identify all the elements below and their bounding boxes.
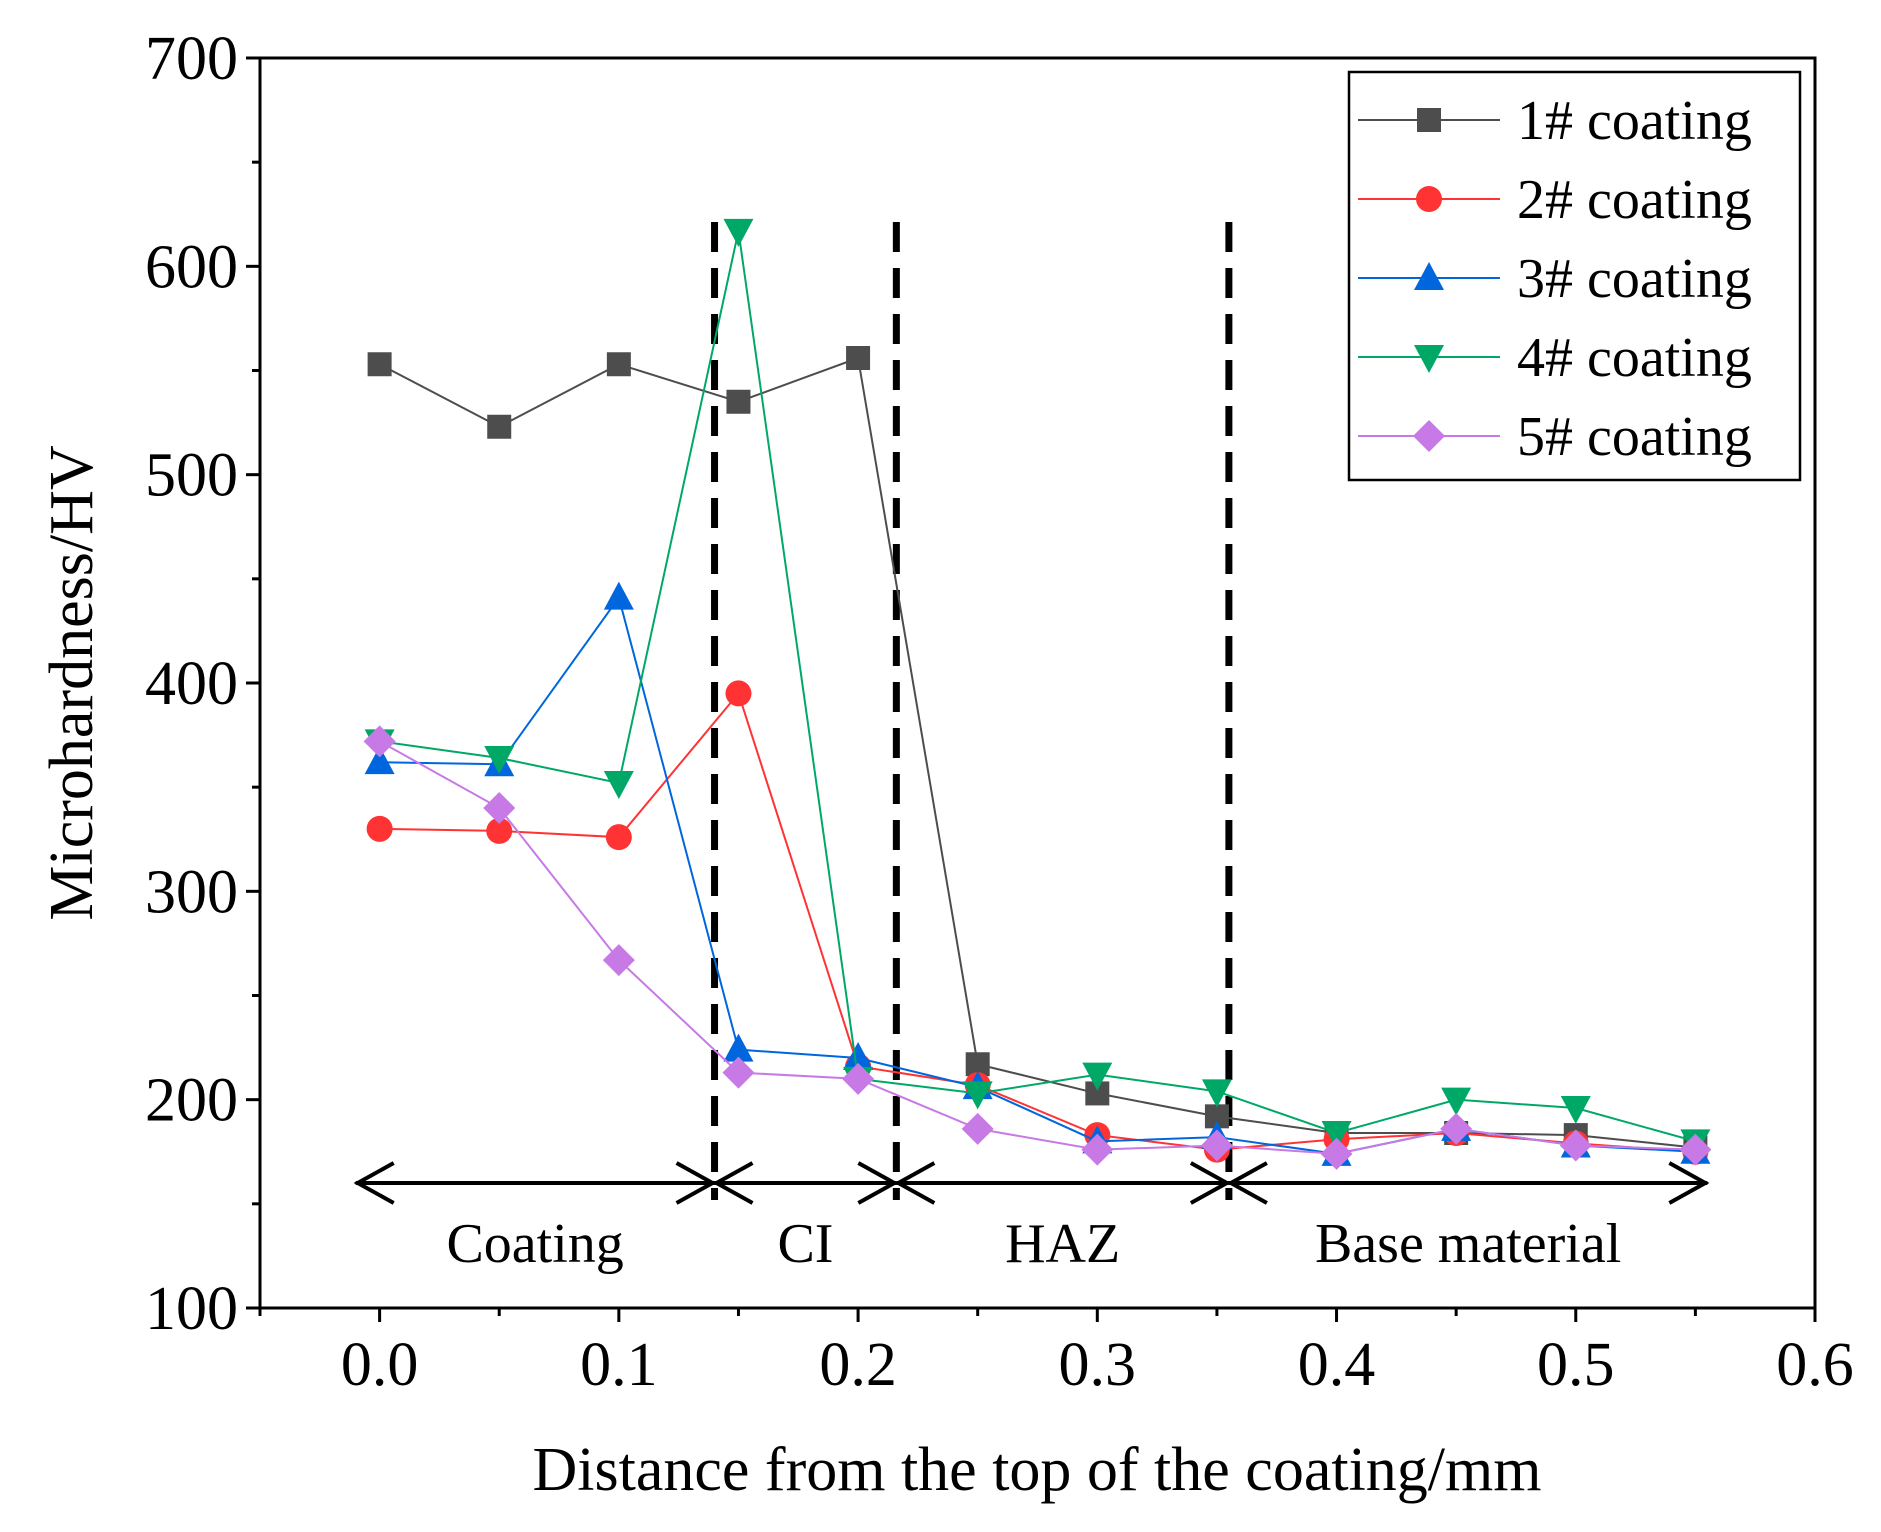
y-tick-label: 300 — [145, 858, 238, 926]
x-tick-label: 0.3 — [1059, 1331, 1137, 1399]
data-point — [1321, 1121, 1352, 1149]
y-tick-label: 700 — [145, 25, 238, 93]
data-point — [483, 792, 516, 824]
y-tick-label: 200 — [145, 1067, 238, 1135]
legend-label: 5# coating — [1517, 406, 1752, 468]
data-point — [846, 346, 871, 370]
y-axis-title: Microhardness/HV — [38, 445, 106, 920]
data-point — [961, 1112, 994, 1145]
series-2 — [366, 680, 1709, 1165]
y-tick-label: 600 — [145, 233, 238, 301]
data-point — [367, 352, 392, 377]
y-tick-label: 100 — [145, 1275, 238, 1343]
data-point — [1200, 1129, 1233, 1162]
series-5 — [363, 725, 1712, 1170]
data-point — [723, 1033, 754, 1062]
region-arrow: Base material — [1226, 1161, 1710, 1275]
x-tick-label: 0.1 — [580, 1331, 658, 1399]
legend-item-1: 1# coating — [1358, 90, 1752, 152]
region-arrow: Coating — [353, 1161, 717, 1275]
data-point — [606, 352, 631, 377]
series-line — [379, 595, 1696, 1155]
legend-marker — [1416, 186, 1442, 212]
data-point — [603, 581, 634, 610]
data-point — [1201, 1079, 1232, 1108]
series-line — [379, 691, 1696, 1153]
series-layer — [363, 218, 1712, 1170]
data-point — [962, 1081, 993, 1110]
legend-marker — [1417, 108, 1441, 132]
axes: 100 200 300 400 500 600 700 0.0 0.1 0.2 0.3 0.4 0.5 0… — [145, 25, 1854, 1399]
region-label: CI — [777, 1213, 833, 1275]
region-arrow: CI — [712, 1161, 899, 1275]
data-point — [843, 1042, 874, 1070]
series-line — [379, 356, 1696, 1149]
region-arrow-head — [712, 1161, 754, 1205]
region-arrow-head — [1226, 1161, 1268, 1205]
legend-label: 1# coating — [1517, 90, 1752, 152]
legend-label: 2# coating — [1517, 169, 1752, 231]
legend-label: 4# coating — [1517, 327, 1752, 389]
region-boundaries — [711, 222, 1233, 1200]
region-label: Base material — [1315, 1213, 1621, 1275]
data-point — [487, 414, 512, 439]
data-point — [1320, 1137, 1353, 1170]
legend-marker — [1414, 262, 1444, 290]
legend-item-5: 5# coating — [1358, 406, 1752, 468]
data-point — [1559, 1129, 1592, 1162]
region-label: Coating — [446, 1213, 623, 1275]
region-arrow-head — [894, 1161, 936, 1205]
x-axis-title: Distance from the top of the coating/mm — [533, 1436, 1542, 1504]
data-point — [1081, 1133, 1114, 1166]
region-annotations: Coating CI HAZ Base material — [353, 1161, 1710, 1275]
x-tick-label: 0.5 — [1537, 1331, 1615, 1399]
data-point — [602, 944, 635, 977]
data-point — [1560, 1096, 1591, 1124]
series-line — [379, 740, 1696, 1155]
data-point — [842, 1062, 875, 1095]
legend-item-3: 3# coating — [1358, 248, 1752, 310]
legend-item-2: 2# coating — [1358, 169, 1752, 231]
data-point — [722, 1056, 755, 1089]
data-point — [1441, 1087, 1472, 1116]
data-point — [1082, 1062, 1113, 1091]
region-arrow-head — [1668, 1161, 1710, 1205]
region-label: HAZ — [1005, 1213, 1120, 1275]
data-point — [726, 389, 751, 414]
data-point — [484, 746, 515, 774]
data-point — [1440, 1112, 1473, 1145]
data-point — [725, 680, 752, 707]
series-line — [379, 230, 1696, 1143]
legend-item-4: 4# coating — [1358, 327, 1752, 389]
legend-label: 3# coating — [1517, 248, 1752, 310]
data-point — [364, 746, 395, 775]
x-tick-label: 0.0 — [341, 1331, 419, 1399]
y-tick-label: 500 — [145, 442, 238, 510]
region-arrow: HAZ — [894, 1161, 1232, 1275]
region-arrow-head — [353, 1161, 395, 1205]
legend: 1# coating 2# coating 3# coating 4# coating… — [1347, 70, 1802, 482]
data-point — [603, 771, 634, 799]
data-point — [363, 725, 396, 758]
legend-marker — [1414, 345, 1444, 373]
data-point — [1679, 1133, 1712, 1166]
data-point — [486, 817, 513, 844]
x-tick-label: 0.4 — [1298, 1331, 1376, 1399]
data-point — [366, 815, 393, 842]
data-point — [605, 824, 632, 851]
x-tick-label: 0.6 — [1776, 1331, 1854, 1399]
data-point — [723, 218, 754, 247]
y-tick-label: 400 — [145, 650, 238, 718]
legend-marker — [1413, 420, 1445, 452]
x-tick-label: 0.2 — [819, 1331, 897, 1399]
